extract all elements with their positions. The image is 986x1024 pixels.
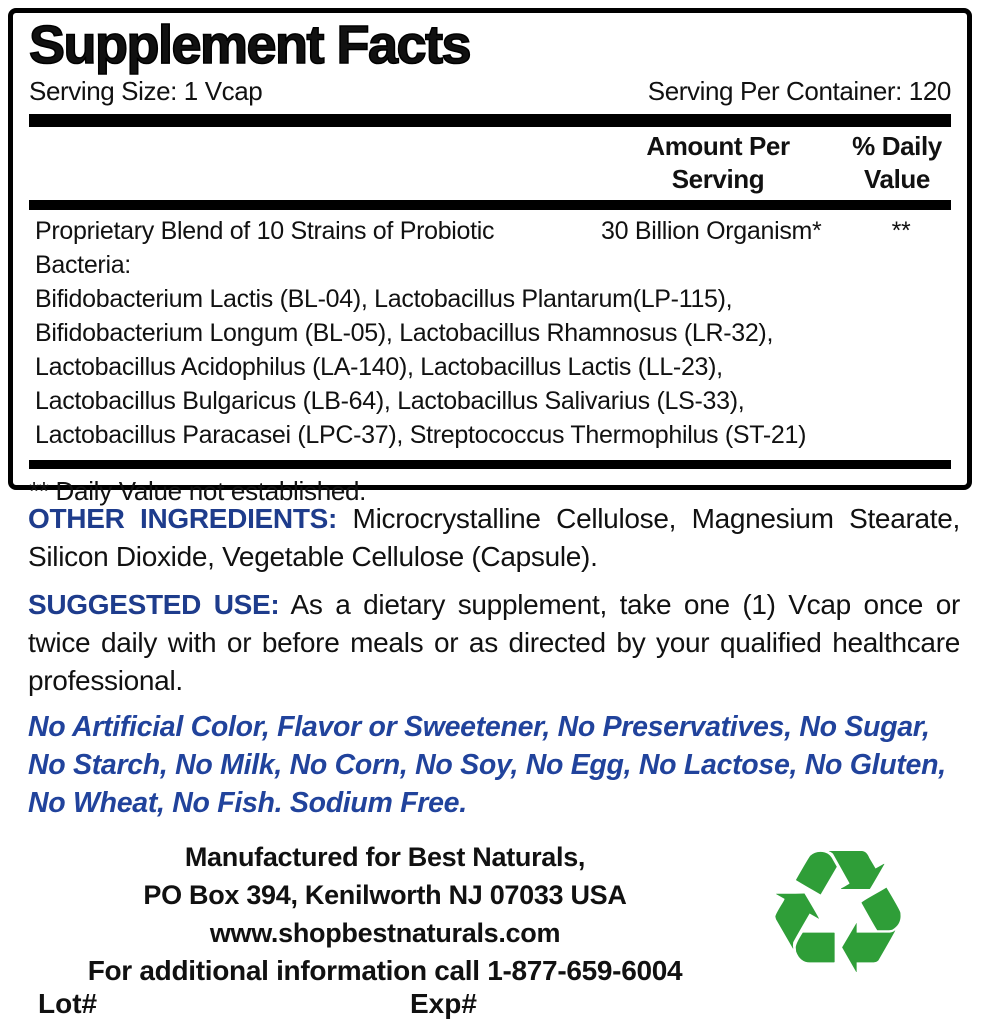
lot-number-label: Lot# — [38, 988, 98, 1019]
recycle-icon: ♻ — [760, 812, 916, 1013]
strain-line: Bifidobacterium Lactis (BL-04), Lactobac… — [35, 285, 733, 314]
manufactured-for-line: Manufactured for Best Naturals, — [184, 842, 586, 872]
exp-date-label: Exp# — [410, 988, 477, 1019]
blend-amount: 30 Billion Organism* — [601, 217, 822, 246]
phone-info-line: For additional information call 1-877-65… — [87, 955, 683, 986]
blend-section: Proprietary Blend of 10 Strains of Probi… — [29, 210, 951, 452]
divider-bar-footnote — [29, 460, 951, 470]
blend-name: Proprietary Blend of 10 Strains of Probi… — [35, 217, 495, 246]
panel-title: Supplement Facts — [28, 14, 472, 76]
other-ingredients-section: OTHER INGREDIENTS: Microcrystalline Cell… — [28, 500, 960, 576]
strain-line: Lactobacillus Bulgaricus (LB-64), Lactob… — [35, 387, 745, 416]
blend-name-continued: Bacteria: — [35, 251, 131, 280]
address-line: PO Box 394, Kenilworth NJ 07033 USA — [143, 880, 627, 910]
divider-bar-headers — [29, 200, 951, 211]
claims-line: No Wheat, No Fish. Sodium Free. — [28, 787, 467, 819]
other-ingredients-label: OTHER INGREDIENTS: — [28, 503, 338, 534]
serving-size: Serving Size: 1 Vcap — [29, 76, 263, 107]
daily-value-footnote: ** Daily Value not established. — [29, 476, 367, 507]
amount-per-serving-header: Amount Per Serving — [646, 131, 790, 195]
suggested-use-text: As a dietary supplement, take one (1) Vc… — [28, 589, 960, 696]
suggested-use-label: SUGGESTED USE: — [28, 589, 280, 620]
supplement-facts-panel: Supplement Facts Serving Size: 1 Vcap Se… — [8, 8, 972, 506]
lot-exp-row: Lot# Exp# — [30, 988, 740, 1020]
divider-bar-top — [29, 114, 951, 128]
servings-per-container: Serving Per Container: 120 — [647, 76, 952, 107]
daily-value-header: % Daily Value — [852, 131, 942, 195]
manufacturer-block: Manufactured for Best Naturals, PO Box 3… — [30, 838, 740, 990]
claims-line: No Artificial Color, Flavor or Sweetener… — [28, 711, 930, 743]
strain-line: Bifidobacterium Longum (BL-05), Lactobac… — [35, 319, 774, 348]
blend-row: Proprietary Blend of 10 Strains of Probi… — [35, 214, 951, 248]
suggested-use-section: SUGGESTED USE: As a dietary supplement, … — [28, 586, 960, 700]
free-from-claims: No Artificial Color, Flavor or Sweetener… — [28, 708, 974, 822]
website-url: www.shopbestnaturals.com — [209, 918, 561, 948]
other-ingredients-text: Microcrystalline Cellulose, Magnesium St… — [28, 503, 960, 572]
strain-line: Lactobacillus Paracasei (LPC-37), Strept… — [35, 421, 807, 450]
column-headers: Amount Per Serving % Daily Value — [29, 127, 951, 200]
serving-row: Serving Size: 1 Vcap Serving Per Contain… — [29, 76, 951, 107]
claims-line: No Starch, No Milk, No Corn, No Soy, No … — [28, 749, 946, 781]
blend-daily-value: ** — [891, 217, 911, 246]
strain-line: Lactobacillus Acidophilus (LA-140), Lact… — [35, 353, 723, 382]
